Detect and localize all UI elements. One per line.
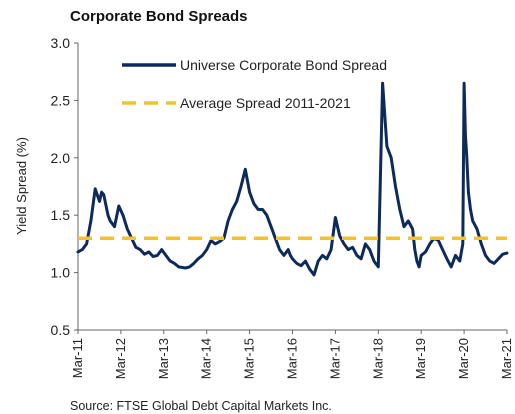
line-chart: 0.51.01.52.02.53.0 Mar-11 Mar-12 Mar-13 Mar… <box>14 35 514 379</box>
x-tick-label: Mar-21 <box>499 338 514 379</box>
x-tick-label: Mar-19 <box>413 338 428 379</box>
x-tick-label: Mar-13 <box>156 338 171 379</box>
y-tick-label: 1.5 <box>51 207 71 223</box>
x-tick-label: Mar-16 <box>285 338 300 379</box>
y-tick-label: 3.0 <box>51 35 71 51</box>
x-tick-label: Mar-14 <box>199 338 214 379</box>
y-tick-label: 1.0 <box>51 265 71 281</box>
x-tick-label: Mar-11 <box>70 338 85 378</box>
legend-label-average: Average Spread 2011-2021 <box>180 95 351 111</box>
legend-label-spread: Universe Corporate Bond Spread <box>180 57 387 73</box>
x-tick-label: Mar-15 <box>242 338 257 379</box>
source-note: Source: FTSE Global Debt Capital Markets… <box>70 399 332 413</box>
chart-title: Corporate Bond Spreads <box>70 8 248 25</box>
plot-area <box>76 81 509 277</box>
x-tick-label: Mar-17 <box>327 338 342 379</box>
x-tick-label: Mar-12 <box>113 338 128 379</box>
y-tick-label: 0.5 <box>51 322 71 338</box>
y-tick-label: 2.0 <box>51 150 71 166</box>
y-tick-labels: 0.5 1.0 1.5 2.0 2.5 3.0 <box>51 35 71 338</box>
chart-axes <box>74 42 508 334</box>
y-axis-label: Yield Spread (%) <box>14 137 29 235</box>
x-tick-label: Mar-18 <box>370 338 385 379</box>
spread-series-line <box>76 81 509 277</box>
y-tick-label: 2.5 <box>51 92 71 108</box>
x-tick-labels: Mar-11 Mar-12 Mar-13 Mar-14 Mar-15 Mar-16 Mar-… <box>70 338 514 379</box>
legend: Universe Corporate Bond Spread Average Sp… <box>122 57 387 111</box>
x-tick-label: Mar-20 <box>456 338 471 379</box>
